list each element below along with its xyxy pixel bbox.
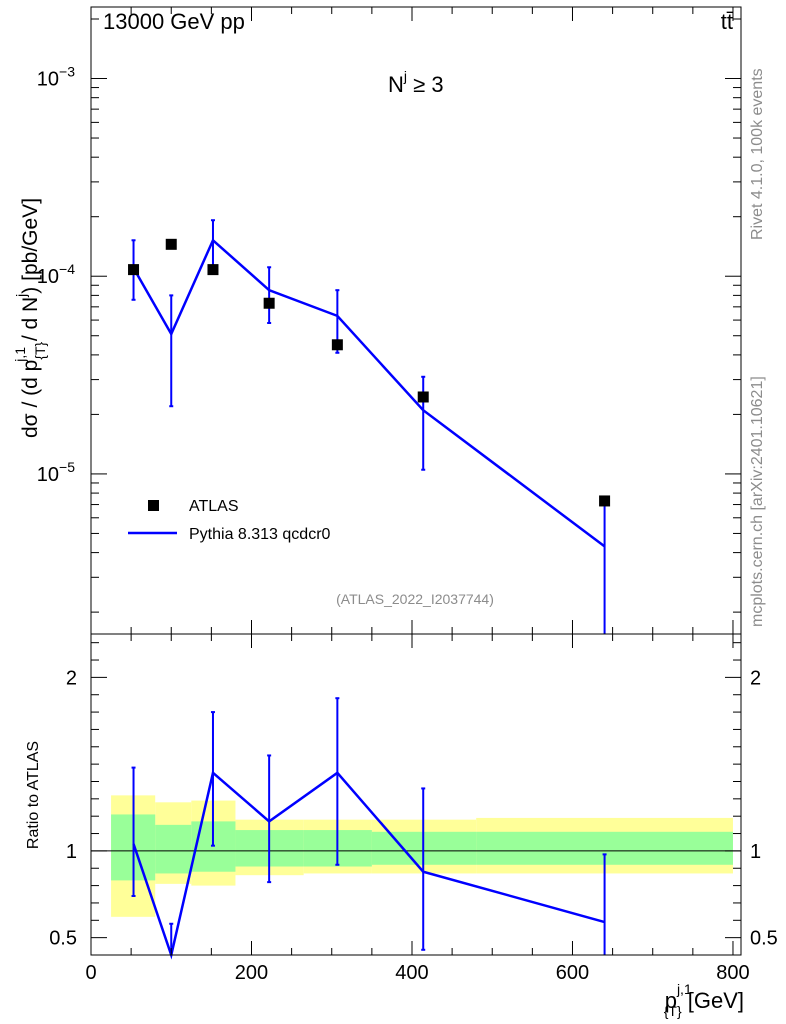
main-y-axis: 10−5 10−4 10−3	[37, 18, 741, 613]
ratio-marks	[91, 697, 741, 960]
data-point	[331, 339, 343, 351]
data-point	[417, 391, 429, 403]
main-panel: 10−5 10−4 10−3 Nj ≥ 3 (ATLAS_2022_I2037744…	[12, 6, 742, 635]
ratio-x-axis: 0 200 400 600 800	[85, 634, 750, 984]
ratio-frame	[90, 633, 742, 956]
data-point	[599, 495, 611, 507]
main-y-axis-title: dσ / (d p{T}j,1 / d Nj) [pb/GeV]	[12, 198, 48, 438]
ratio-y-tick-label-right: 1	[750, 841, 761, 863]
data-point	[263, 297, 275, 309]
y-tick-label: 10−3	[37, 64, 75, 91]
ratio-stat-band	[155, 824, 192, 874]
ratio-panel: 0.5 0.51 12 2 0 200 400 600 800 Ratio to ATLAS …	[25, 633, 778, 1019]
ratio-y-tick-label-left: 0.5	[49, 928, 77, 950]
ratio-y-tick-label-left: 1	[66, 841, 77, 863]
x-tick-label: 400	[395, 962, 428, 984]
ratio-y-tick-label-left: 2	[66, 667, 77, 689]
mcplots-reference-label: mcplots.cern.ch [arXiv:2401.10621]	[749, 376, 766, 627]
rivet-version-label: Rivet 4.1.0, 100k events	[749, 68, 766, 240]
legend-data-marker	[148, 500, 159, 511]
legend: ATLAS Pythia 8.313 qcdcr0	[128, 498, 331, 543]
header-energy-label: 13000 GeV pp	[103, 9, 245, 34]
ratio-y-axis: 0.5 0.5 1 1 2 2	[49, 642, 778, 956]
panel-title: Nj ≥ 3	[388, 68, 444, 97]
ratio-y-axis-title: Ratio to ATLAS	[25, 741, 42, 849]
main-x-ticks	[90, 7, 734, 634]
ratio-y-tick-label-right: 0.5	[750, 928, 778, 950]
main-marks	[128, 219, 611, 634]
legend-data-label: ATLAS	[189, 498, 239, 515]
data-point	[128, 264, 140, 276]
header-process-label: tt̄	[721, 9, 733, 34]
legend-mc-label: Pythia 8.313 qcdcr0	[189, 526, 331, 543]
x-tick-label: 0	[85, 962, 96, 984]
x-tick-label: 800	[716, 962, 749, 984]
x-axis-title: pj,1 {T} [GeV]	[664, 981, 744, 1019]
ratio-y-tick-label-right: 2	[750, 667, 761, 689]
data-point	[165, 238, 177, 250]
analysis-id-label: (ATLAS_2022_I2037744)	[336, 591, 494, 607]
y-tick-label: 10−5	[37, 459, 75, 486]
x-tick-label: 200	[235, 962, 268, 984]
data-point	[207, 264, 219, 276]
x-tick-label: 600	[556, 962, 589, 984]
y-tick-label: 10−4	[37, 261, 75, 288]
